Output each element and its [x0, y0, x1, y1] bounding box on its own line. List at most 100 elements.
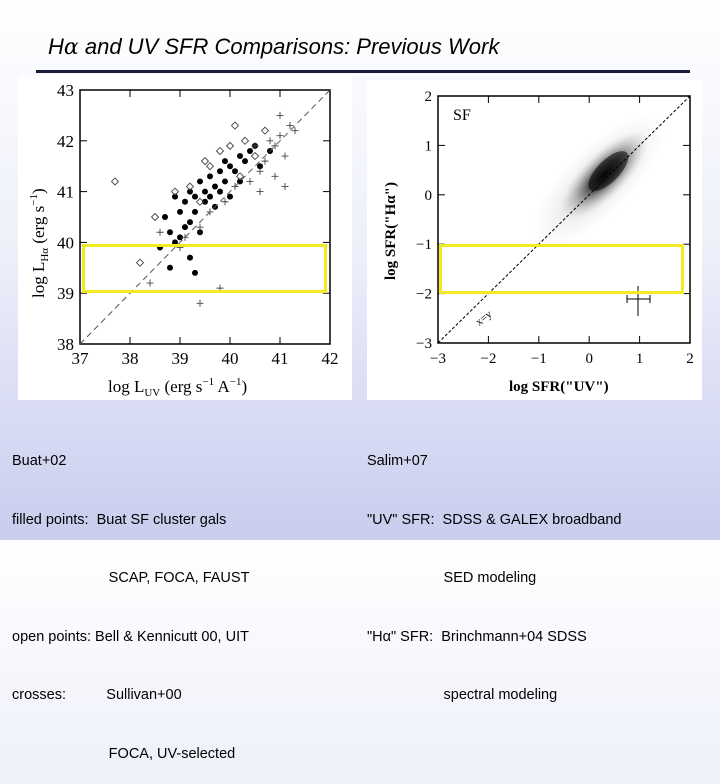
left-caption-line: Buat+02 — [12, 453, 67, 469]
right-xtick-label: −3 — [430, 351, 446, 367]
left-xtick-label: 41 — [272, 349, 289, 368]
open-point — [110, 177, 120, 186]
filled-point — [177, 234, 183, 241]
left-ytick-label: 40 — [57, 233, 74, 252]
cross-point — [266, 137, 274, 145]
filled-point — [207, 193, 213, 200]
cross-point — [291, 127, 299, 135]
filled-point — [257, 163, 263, 170]
right-ytick-label: −1 — [416, 237, 432, 253]
filled-point — [202, 188, 208, 195]
left-ytick-label: 41 — [57, 183, 74, 202]
left-caption-line: filled points: Buat SF cluster gals — [12, 511, 227, 528]
title-rest: and UV SFR Comparisons: Previous Work — [78, 34, 500, 59]
left-plot-panel: 37 38 39 40 41 42 38 39 40 41 42 43 log LUV (erg s−… — [18, 76, 352, 400]
open-point — [240, 136, 250, 145]
filled-point — [217, 168, 223, 175]
right-reference-line — [437, 95, 691, 344]
right-plot-frame — [437, 95, 691, 344]
left-caption-line: SCAP, FOCA, FAUST — [12, 570, 250, 586]
cross-point — [156, 228, 164, 236]
left-plot-frame — [79, 89, 331, 345]
filled-point — [242, 158, 248, 165]
left-ytick-label: 39 — [57, 284, 74, 303]
slide-title: Hα and UV SFR Comparisons: Previous Work — [48, 34, 499, 60]
filled-point — [202, 198, 208, 205]
filled-point — [227, 193, 233, 200]
open-point — [260, 126, 270, 135]
filled-point — [172, 239, 178, 246]
left-xtick-label: 38 — [122, 349, 139, 368]
filled-point — [212, 183, 218, 190]
right-caption-line: spectral modeling — [367, 687, 558, 703]
open-point — [135, 258, 145, 267]
right-caption-line: "UV" SFR: SDSS & GALEX broadband — [367, 511, 622, 528]
open-point — [230, 121, 240, 130]
left-caption-line: FOCA, UV-selected — [12, 745, 236, 762]
right-ytick-label: −2 — [416, 287, 432, 303]
right-xlabel: log SFR("UV") — [509, 379, 609, 395]
open-point — [150, 212, 160, 222]
filled-point — [237, 153, 243, 160]
cross-point — [271, 172, 279, 180]
right-ytick-label: 0 — [425, 188, 433, 204]
filled-point — [182, 198, 188, 205]
left-caption-line: crosses: Sullivan+00 — [12, 687, 182, 703]
right-ylabel: log SFR("Hα") — [383, 182, 399, 280]
cross-point — [256, 167, 264, 175]
filled-point — [187, 188, 193, 195]
cross-point — [281, 183, 289, 191]
left-xlabel: log LUV (erg s−1 A−1) — [108, 376, 247, 399]
cross-point — [251, 142, 259, 150]
filled-point — [247, 147, 253, 154]
cross-point — [256, 188, 264, 196]
right-caption: Salim+07 "UV" SFR: SDSS & GALEX broadban… — [367, 413, 622, 725]
right-highlight-box — [439, 244, 684, 294]
filled-point — [167, 264, 173, 271]
right-plot-panel: −3 −2 −1 0 1 2 −3 −2 −1 0 1 2 SF x=y log SFR("UV") … — [367, 80, 702, 400]
left-ytick-label: 38 — [57, 335, 74, 354]
open-point — [205, 162, 215, 171]
right-xtick-label: 2 — [686, 351, 694, 367]
filled-point — [197, 178, 203, 185]
filled-point — [192, 193, 198, 200]
filled-point — [187, 219, 193, 226]
right-ytick-label: 2 — [425, 89, 433, 105]
cross-point — [261, 157, 269, 165]
cross-point — [281, 152, 289, 160]
filled-point — [197, 229, 203, 236]
open-point — [185, 182, 195, 191]
open-point — [235, 172, 245, 181]
left-reference-line — [79, 89, 331, 345]
left-caption: Buat+02 filled points: Buat SF cluster g… — [12, 413, 249, 784]
left-highlight-box — [82, 244, 327, 293]
right-caption-line: SED modeling — [367, 570, 537, 586]
open-point — [200, 156, 210, 166]
left-xtick-label: 37 — [72, 349, 90, 368]
cross-point — [276, 132, 284, 140]
filled-point — [177, 208, 183, 215]
filled-point — [162, 214, 168, 220]
cross-point — [196, 223, 204, 231]
filled-point — [222, 178, 228, 185]
right-ytick-label: 1 — [425, 138, 433, 154]
filled-point — [167, 229, 173, 236]
open-point — [195, 197, 205, 206]
left-xtick-label: 39 — [172, 349, 189, 368]
cross-point — [221, 198, 229, 206]
right-xtick-label: 0 — [585, 351, 593, 367]
right-caption-line: "Hα" SFR: Brinchmann+04 SDSS — [367, 628, 587, 645]
cross-point — [196, 299, 204, 307]
right-caption-line: Salim+07 — [367, 453, 428, 469]
filled-point — [227, 163, 233, 170]
cross-point — [271, 142, 279, 150]
filled-point — [182, 224, 188, 231]
cross-point — [246, 177, 254, 185]
left-caption-line: open points: Bell & Kennicutt 00, UIT — [12, 628, 249, 645]
filled-point — [222, 158, 228, 165]
density-peak — [588, 151, 629, 192]
filled-point — [192, 208, 198, 215]
title-alpha: α — [63, 35, 79, 60]
